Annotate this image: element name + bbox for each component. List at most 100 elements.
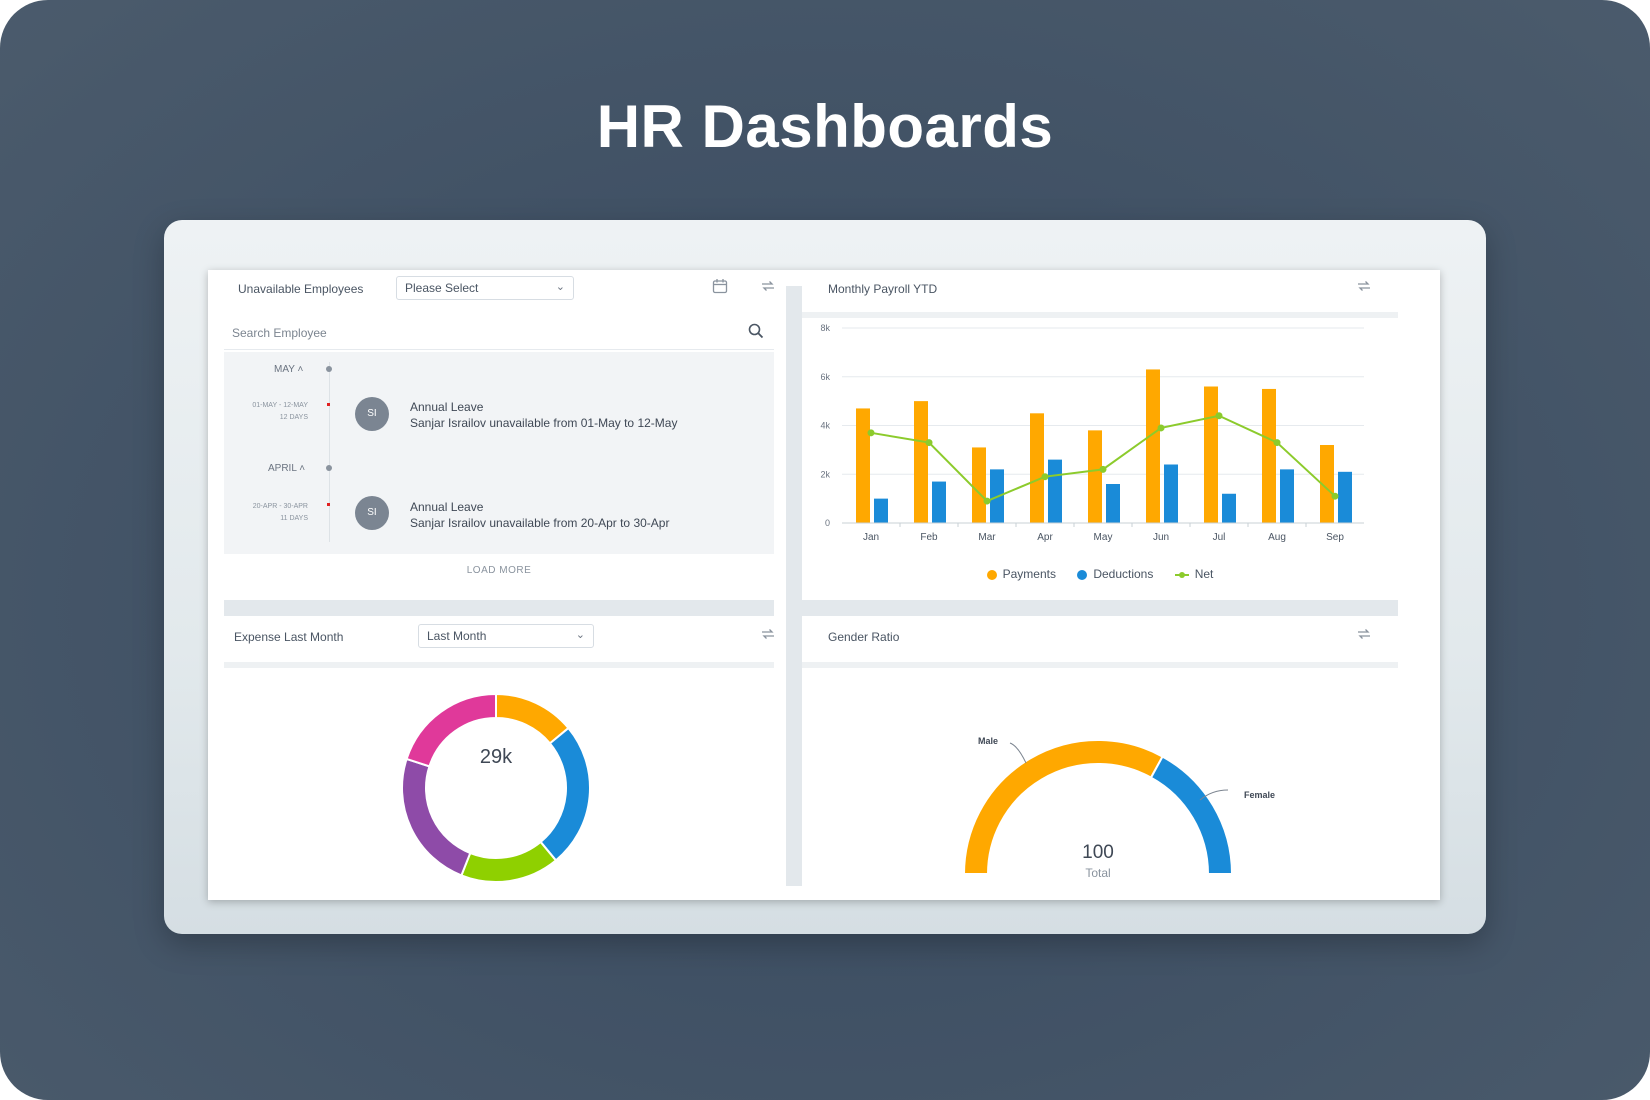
y-tick-label: 0 (825, 518, 830, 528)
gauge-total-value: 100 (1082, 842, 1114, 863)
bar-payments (856, 408, 870, 523)
male-leader-line (1009, 742, 1027, 764)
leave-type: Annual Leave (410, 400, 484, 414)
donut-slice (405, 692, 497, 768)
panel-title: Monthly Payroll YTD (828, 282, 938, 296)
chevron-down-icon: ⌄ (555, 281, 565, 293)
x-tick-label: Jun (1153, 532, 1169, 543)
header-rule (224, 662, 774, 668)
x-tick-label: Mar (978, 532, 996, 543)
refresh-icon[interactable] (760, 278, 776, 298)
leave-range: 20-APR - 30-APR 11 DAYS (252, 503, 308, 522)
bar-deductions (1338, 471, 1352, 523)
y-tick-label: 6k (820, 372, 830, 382)
page-headline: HR Dashboards (596, 93, 1054, 160)
bar-payments (1204, 386, 1218, 523)
x-tick-label: May (1094, 532, 1113, 543)
select-value: Last Month (427, 629, 487, 643)
search-icon[interactable] (748, 323, 764, 343)
gauge-female-label: Female (1244, 790, 1276, 800)
bar-payments (1320, 445, 1334, 523)
bar-deductions (1106, 484, 1120, 523)
bar-payments (914, 401, 928, 523)
timeline-line (329, 362, 330, 542)
leave-detail: Sanjar Israilov unavailable from 20-Apr … (410, 516, 670, 530)
x-tick-label: Apr (1037, 532, 1053, 543)
screenshot-card: Unavailable Employees Please Select ⌄ Se… (164, 220, 1486, 934)
y-tick-label: 4k (820, 421, 830, 431)
donut-slice (460, 840, 558, 883)
refresh-icon[interactable] (760, 626, 776, 646)
monthly-payroll-panel: Monthly Payroll YTD 0 2k 4k 6k 8k Jan Feb Mar Ap… (802, 270, 1398, 600)
search-bar: Search Employee (224, 314, 774, 350)
gauge-slice (1149, 755, 1234, 875)
refresh-icon[interactable] (1356, 278, 1372, 298)
bar-payments (1262, 388, 1276, 523)
avatar[interactable]: SI (355, 397, 389, 431)
point-net (1099, 465, 1107, 473)
gauge-male-label: Male (978, 736, 999, 746)
bar-payments (972, 447, 986, 523)
x-tick-label: Aug (1268, 532, 1286, 543)
timeline-marker (327, 503, 330, 506)
y-tick-label: 2k (820, 469, 830, 479)
vertical-divider (786, 286, 802, 886)
point-net (867, 429, 875, 437)
bar-deductions (874, 498, 888, 523)
gender-gauge-chart (962, 739, 1234, 875)
donut-slice (539, 726, 591, 862)
bar-payments (1030, 413, 1044, 523)
expense-panel: Expense Last Month Last Month ⌄ 29k (208, 616, 786, 900)
point-net (925, 439, 933, 447)
unavailable-employees-panel: Unavailable Employees Please Select ⌄ Se… (208, 270, 786, 600)
month-header-may[interactable]: MAY ˄ (274, 364, 304, 375)
y-tick-label: 8k (820, 323, 830, 333)
leave-range: 01-MAY - 12-MAY 12 DAYS (252, 402, 308, 421)
employee-filter-select[interactable]: Please Select ⌄ (396, 276, 574, 300)
leave-detail: Sanjar Israilov unavailable from 01-May … (410, 416, 678, 430)
month-header-april[interactable]: APRIL ˄ (268, 463, 306, 474)
payroll-chart: 0 2k 4k 6k 8k Jan Feb Mar Apr May Jun Jul Aug Sep (820, 323, 1364, 543)
legend-deductions[interactable]: Deductions (1077, 567, 1153, 581)
x-tick-label: Jan (863, 532, 879, 543)
point-net (1273, 439, 1281, 447)
gauge-total-label: Total (1085, 866, 1111, 880)
legend-net[interactable]: Net (1174, 567, 1213, 581)
point-net (1157, 424, 1165, 432)
bar-payments (1088, 430, 1102, 523)
panel-title: Unavailable Employees (238, 282, 364, 296)
load-more-button[interactable]: LOAD MORE (466, 565, 532, 576)
chevron-down-icon: ⌄ (575, 629, 585, 641)
calendar-icon[interactable] (712, 278, 728, 298)
x-tick-label: Jul (1213, 532, 1226, 543)
payroll-legend: Payments Deductions Net (802, 567, 1398, 581)
panel-title: Gender Ratio (828, 630, 900, 644)
timeline-marker (327, 403, 330, 406)
legend-payments[interactable]: Payments (986, 567, 1056, 581)
horizontal-divider-left (224, 600, 774, 616)
dashboard-screen: Unavailable Employees Please Select ⌄ Se… (208, 270, 1440, 900)
point-net (1331, 492, 1339, 500)
leave-timeline: MAY ˄ 01-MAY - 12-MAY 12 DAYS SI Annual … (224, 352, 774, 554)
header-rule (802, 312, 1398, 318)
search-input[interactable]: Search Employee (232, 326, 327, 340)
x-tick-label: Sep (1326, 532, 1344, 543)
leave-type: Annual Leave (410, 500, 484, 514)
female-leader-line (1199, 789, 1229, 801)
panel-title: Expense Last Month (234, 630, 344, 644)
select-value: Please Select (405, 281, 479, 295)
donut-slice (401, 757, 472, 877)
timeline-node (326, 366, 332, 372)
bar-deductions (1280, 469, 1294, 523)
point-net (1215, 412, 1223, 420)
donut-center-value: 29k (479, 746, 513, 768)
refresh-icon[interactable] (1356, 626, 1372, 646)
timeline-node (326, 465, 332, 471)
avatar[interactable]: SI (355, 496, 389, 530)
point-net (1041, 473, 1049, 481)
point-net (983, 497, 991, 505)
period-select[interactable]: Last Month ⌄ (418, 624, 594, 648)
horizontal-divider-right (802, 600, 1398, 616)
bar-deductions (1164, 464, 1178, 523)
